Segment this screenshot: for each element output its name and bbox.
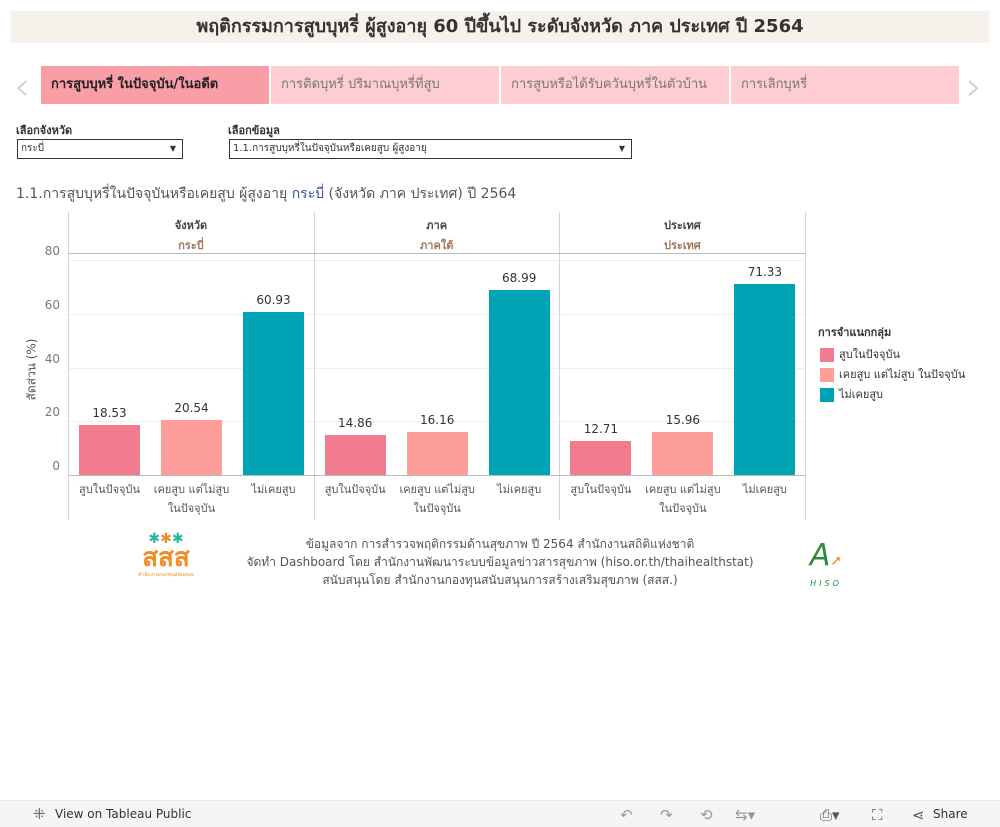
data-label: 15.96	[665, 413, 701, 428]
category-label: เคยสูบ แต่ไม่สูบ ในปัจจุบัน	[399, 483, 475, 515]
legend-label: สูบในปัจจุบัน	[839, 348, 900, 361]
footer-line: จัดทำ Dashboard โดย สำนักงานพัฒนาระบบข้อ…	[246, 555, 754, 569]
panel-subheader: ประเทศ	[663, 239, 701, 252]
tab-smoking-current-past[interactable]: การสูบบุหรี่ ในปัจจุบัน/ในอดีต	[41, 66, 269, 104]
legend-swatch	[820, 348, 834, 362]
data-filter-label: เลือกข้อมูล	[228, 124, 280, 137]
bar-chart: 0 20 40 60 80 สัดส่วน (%) จังหวัดกระบี่ 18.53 สู…	[24, 212, 806, 520]
y-axis-label: สัดส่วน (%)	[24, 338, 39, 401]
tab-prev-arrow-icon[interactable]: ‹	[14, 64, 30, 110]
category-label: ไม่เคยสูบ	[742, 483, 787, 496]
panel-divider	[314, 212, 315, 520]
panel-subheader: กระบี่	[178, 239, 204, 252]
gridline	[68, 260, 805, 261]
legend-item-never[interactable]: ไม่เคยสูบ	[820, 385, 883, 403]
y-tick-label: 80	[44, 244, 60, 258]
legend-title: การจำแนกกลุ่ม	[818, 326, 892, 339]
thaihealth-logo: ✱✱✱ สสส สำนักงานกองทุนสนับสนุน	[138, 531, 194, 578]
tableau-logo-icon: ⁜	[33, 805, 46, 823]
data-label: 12.71	[583, 421, 619, 436]
legend-label: ไม่เคยสูบ	[839, 388, 884, 401]
bar-0-1[interactable]	[161, 419, 222, 475]
data-value: 1.1.การสูบบุหรี่ในปัจจุบันหรือเคยสูบ ผู้…	[233, 143, 427, 154]
data-dropdown[interactable]: 1.1.การสูบบุหรี่ในปัจจุบันหรือเคยสูบ ผู้…	[229, 139, 632, 159]
data-label: 60.93	[256, 292, 291, 307]
panel-header: จังหวัด	[174, 219, 208, 232]
panel-divider	[68, 212, 69, 520]
y-tick-label: 0	[52, 459, 60, 473]
province-filter-label: เลือกจังหวัด	[16, 124, 73, 137]
data-label: 68.99	[502, 270, 537, 285]
tab-quitting[interactable]: การเลิกบุหรี่	[731, 66, 959, 104]
fullscreen-icon[interactable]: ⛶	[872, 806, 883, 824]
tab-addiction-amount[interactable]: การติดบุหรี่ ปริมาณบุหรี่ที่สูบ	[271, 66, 499, 104]
legend-item-current[interactable]: สูบในปัจจุบัน	[820, 345, 900, 363]
legend-swatch	[820, 368, 834, 382]
refresh-icon[interactable]: ⇆▾	[735, 806, 756, 824]
legend-item-former[interactable]: เคยสูบ แต่ไม่สูบ ในปัจจุบัน	[820, 365, 965, 383]
chart-title-prefix: 1.1.การสูบบุหรี่ในปัจจุบันหรือเคยสูบ ผู้…	[16, 186, 292, 202]
dashboard-title: พฤติกรรมการสูบบุหรี่ ผู้สูงอายุ 60 ปีขึ้…	[11, 11, 989, 43]
legend-label: เคยสูบ แต่ไม่สูบ ในปัจจุบัน	[839, 368, 966, 381]
bar-0-2[interactable]	[243, 311, 304, 475]
data-label: 18.53	[92, 406, 127, 421]
download-icon[interactable]: ⎙▾	[820, 806, 840, 824]
tab-next-arrow-icon[interactable]: ›	[966, 64, 982, 110]
revert-icon[interactable]: ⟲	[700, 806, 713, 824]
panel-header: ภาค	[426, 219, 448, 232]
redo-icon[interactable]: ↷	[660, 806, 673, 824]
footer-line: ข้อมูลจาก การสำรวจพฤติกรรมด้านสุขภาพ ปี …	[305, 537, 695, 551]
share-icon[interactable]: ⋖	[912, 806, 925, 824]
dropdown-arrow-icon: ▼	[169, 144, 176, 153]
panel-divider	[805, 212, 806, 520]
y-tick-label: 20	[44, 405, 60, 419]
data-label: 16.16	[420, 412, 455, 427]
bar-2-2[interactable]	[734, 283, 796, 475]
bar-2-0[interactable]	[570, 440, 632, 475]
data-label: 14.86	[338, 416, 373, 431]
view-on-tableau-link[interactable]: View on Tableau Public	[55, 807, 192, 821]
category-label: สูบในปัจจุบัน	[570, 483, 632, 496]
panel-subheader: ภาคใต้	[420, 239, 454, 252]
chart-title: 1.1.การสูบบุหรี่ในปัจจุบันหรือเคยสูบ ผู้…	[16, 183, 516, 205]
y-tick-label: 40	[44, 352, 60, 366]
category-label: เคยสูบ แต่ไม่สูบ ในปัจจุบัน	[645, 483, 721, 515]
category-label: ไม่เคยสูบ	[251, 483, 296, 496]
bar-1-1[interactable]	[406, 431, 468, 475]
chart-title-suffix: (จังหวัด ภาค ประเทศ) ปี 2564	[324, 186, 517, 202]
panel-header: ประเทศ	[663, 219, 701, 232]
dropdown-arrow-icon: ▼	[618, 144, 625, 153]
data-label: 20.54	[174, 400, 209, 415]
gridline	[68, 368, 805, 369]
y-tick-label: 60	[44, 298, 60, 312]
chart-title-province: กระบี่	[291, 186, 325, 202]
tab-secondhand-smoke[interactable]: การสูบหรือได้รับควันบุหรี่ในตัวบ้าน	[501, 66, 729, 104]
category-label: สูบในปัจจุบัน	[324, 483, 386, 496]
bar-0-0[interactable]	[79, 425, 140, 475]
bar-2-1[interactable]	[652, 432, 714, 475]
undo-icon[interactable]: ↶	[620, 806, 633, 824]
category-label: สูบในปัจจุบัน	[79, 483, 140, 496]
header-divider	[68, 253, 805, 254]
axis-baseline	[68, 475, 805, 476]
share-button[interactable]: Share	[933, 807, 968, 821]
footer-line: สนับสนุนโดย สำนักงานกองทุนสนับสนุนการสร้…	[322, 573, 678, 587]
category-label: ไม่เคยสูบ	[497, 483, 542, 496]
gridline	[68, 421, 805, 422]
footer-credits: ข้อมูลจาก การสำรวจพฤติกรรมด้านสุขภาพ ปี …	[200, 535, 800, 589]
hiso-logo: A➚ HISO	[809, 538, 843, 588]
data-label: 71.33	[747, 264, 783, 279]
tableau-toolbar: ⁜ View on Tableau Public ↶ ↷ ⟲ ⇆▾ ⎙▾ ⛶ ⋖…	[0, 800, 1000, 827]
category-label: เคยสูบ แต่ไม่สูบ ในปัจจุบัน	[153, 483, 230, 515]
bar-1-2[interactable]	[488, 289, 550, 475]
panel-divider	[559, 212, 560, 520]
province-dropdown[interactable]: กระบี่ ▼	[17, 139, 183, 159]
gridline	[68, 314, 805, 315]
legend-swatch	[820, 388, 834, 402]
bar-1-0[interactable]	[324, 435, 386, 475]
province-value: กระบี่	[21, 143, 45, 154]
